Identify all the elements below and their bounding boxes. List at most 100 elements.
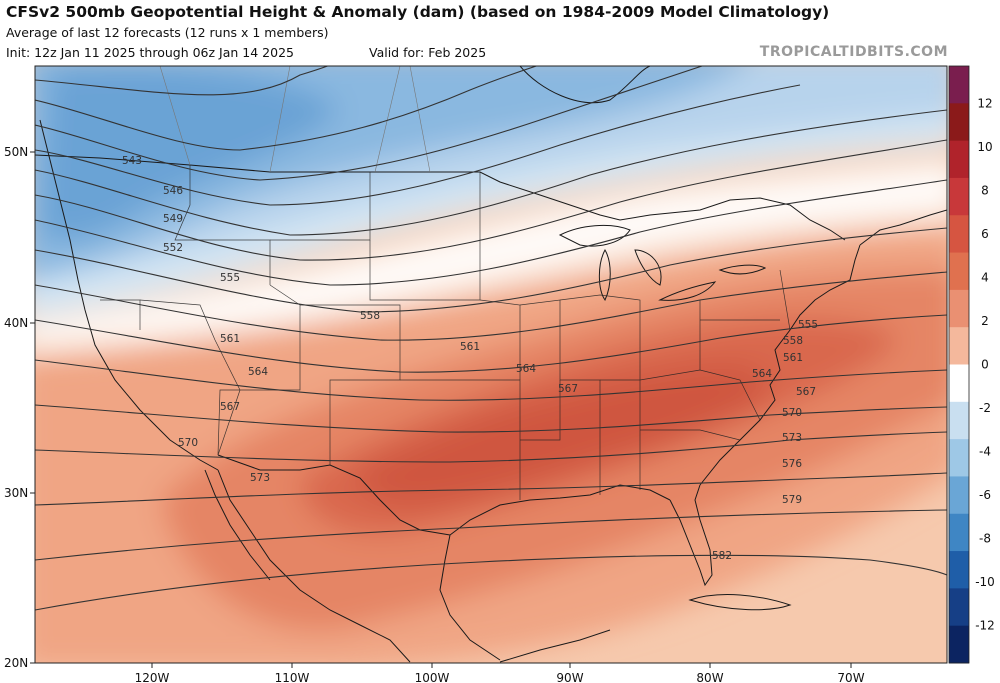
colorbar-tick-label: -8 xyxy=(979,532,991,546)
contour-label-564-east: 564 xyxy=(752,368,772,380)
contour-label-552: 552 xyxy=(163,242,183,254)
colorbar-tick-label: -10 xyxy=(975,575,995,589)
contour-line xyxy=(35,404,947,433)
colorbar-swatch xyxy=(949,140,969,179)
lake-ontario xyxy=(718,264,767,275)
colorbar-swatch xyxy=(949,476,969,515)
lake-huron xyxy=(634,249,662,286)
lat-label-50n: 50N xyxy=(4,145,28,159)
contour-line xyxy=(35,227,947,313)
contour-label-555-east: 555 xyxy=(798,319,818,331)
cuba xyxy=(688,594,792,611)
contour-label-561-west: 561 xyxy=(220,333,240,345)
lon-label-120w: 120W xyxy=(135,671,170,683)
height-contours xyxy=(35,66,947,611)
lake-michigan xyxy=(598,248,611,301)
lat-label-30n: 30N xyxy=(4,486,28,500)
contour-label-573-west: 573 xyxy=(250,472,270,484)
contour-label-558-east: 558 xyxy=(783,335,803,347)
subtitle: Average of last 12 forecasts (12 runs x … xyxy=(6,25,329,40)
lon-label-90w: 90W xyxy=(556,671,583,683)
map-frame xyxy=(34,65,948,664)
colorbar-tick-label: -6 xyxy=(979,488,991,502)
florida xyxy=(669,484,713,587)
contour-line xyxy=(35,431,947,463)
page-title: CFSv2 500mb Geopotential Height & Anomal… xyxy=(6,3,830,21)
contour-line xyxy=(35,359,947,401)
contour-label-558-west: 558 xyxy=(360,310,380,322)
anomaly-shading xyxy=(35,66,947,663)
colorbar-swatch xyxy=(949,103,969,142)
colorbar-swatch xyxy=(949,513,969,552)
mexico-west-coast xyxy=(217,469,411,663)
contour-label-567-mid: 567 xyxy=(558,383,578,395)
colorbar-tick-label: 10 xyxy=(977,140,992,154)
colorbar-tick-label: -4 xyxy=(979,445,991,459)
lon-label-70w: 70W xyxy=(837,671,864,683)
contour-line xyxy=(35,271,947,341)
hudson-bay-coast xyxy=(519,66,651,104)
lon-label-110w: 110W xyxy=(275,671,310,683)
contour-labels: 543 546 549 552 555 555 558 558 561 561 … xyxy=(122,155,818,562)
colorbar-tick-label: 0 xyxy=(981,358,989,372)
colorbar-tick-label: 2 xyxy=(981,314,989,328)
contour-label-570-west: 570 xyxy=(178,437,198,449)
colorbar-swatch xyxy=(949,327,969,365)
contour-label-564-mid: 564 xyxy=(516,363,536,375)
contour-label-546: 546 xyxy=(163,185,183,197)
colorbar-swatch xyxy=(949,364,969,403)
longitude-axis: 120W 110W 100W 90W 80W 70W xyxy=(135,663,865,683)
colorbar-tick-label: 4 xyxy=(981,270,989,284)
colorbar-tick-label: -2 xyxy=(979,401,991,415)
lake-erie xyxy=(658,281,717,301)
latitude-axis: 50N 40N 30N 20N xyxy=(4,145,35,670)
colorbar-swatch xyxy=(949,439,969,477)
colorbar-tick-label: 8 xyxy=(981,183,989,197)
central-america-coast xyxy=(499,629,611,663)
baja-peninsula xyxy=(204,469,271,581)
colorbar-tick-label: 6 xyxy=(981,227,989,241)
contour-label-561-mid: 561 xyxy=(460,341,480,353)
contour-label-573-east: 573 xyxy=(782,432,802,444)
init-time: Init: 12z Jan 11 2025 through 06z Jan 14… xyxy=(6,45,294,60)
contour-label-561-east: 561 xyxy=(783,352,803,364)
west-coast xyxy=(39,119,219,471)
colorbar-swatch xyxy=(949,588,969,627)
colorbar-swatch xyxy=(949,215,969,254)
mexico-gulf-coast xyxy=(439,534,501,661)
contour-line xyxy=(35,139,947,261)
lon-label-80w: 80W xyxy=(696,671,723,683)
brand-watermark: TROPICALTIDBITS.COM xyxy=(759,44,948,60)
colorbar-swatch xyxy=(949,177,969,216)
colorbar-swatch xyxy=(949,252,969,291)
colorbar-swatch xyxy=(949,625,969,664)
contour-label-549: 549 xyxy=(163,213,183,225)
contour-line xyxy=(35,179,947,286)
contour-label-579: 579 xyxy=(782,494,802,506)
lat-label-20n: 20N xyxy=(4,656,28,670)
state-borders xyxy=(100,165,791,500)
colorbar-tick-label: -12 xyxy=(975,619,995,633)
east-coast xyxy=(699,244,861,486)
colorbar-swatch xyxy=(949,401,969,440)
lat-label-40n: 40N xyxy=(4,316,28,330)
contour-label-564-west: 564 xyxy=(248,366,268,378)
contour-line xyxy=(35,66,330,96)
lon-label-100w: 100W xyxy=(415,671,450,683)
contour-label-567-west: 567 xyxy=(220,401,240,413)
colorbar-labels: 12 10 8 6 4 2 0 -2 -4 -6 -8 -10 -12 xyxy=(975,96,995,632)
contour-line xyxy=(35,554,947,611)
colorbar-swatch xyxy=(949,66,969,104)
contour-line xyxy=(35,314,947,373)
colorbar-swatch xyxy=(949,551,969,589)
colorbar-tick-label: 12 xyxy=(977,96,992,110)
colorbar-swatch xyxy=(949,289,969,328)
contour-label-567-east: 567 xyxy=(796,386,816,398)
contour-line xyxy=(35,66,704,181)
colorbar xyxy=(948,65,970,664)
contour-label-543: 543 xyxy=(122,155,142,167)
contour-line xyxy=(35,84,801,206)
contour-line xyxy=(35,109,947,236)
contour-line xyxy=(35,509,947,561)
